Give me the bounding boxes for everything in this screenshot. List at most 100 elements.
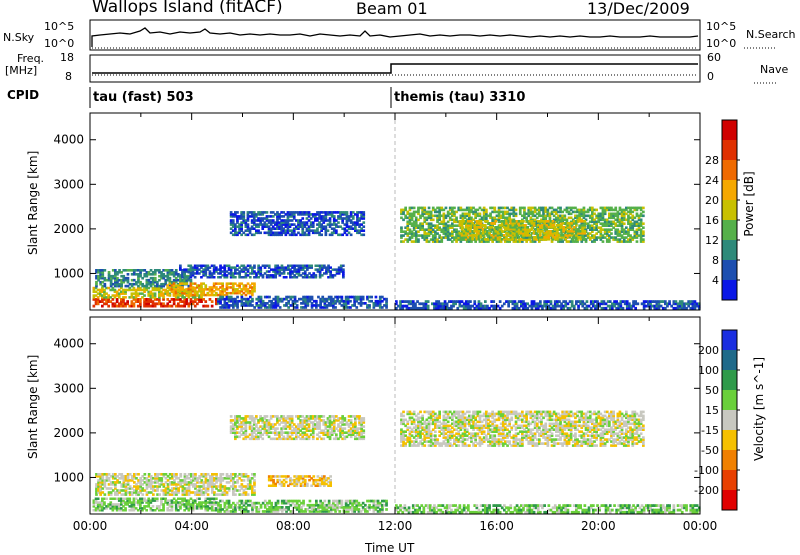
power-cell	[108, 271, 111, 274]
power-cell	[370, 296, 373, 299]
nsky-trace	[92, 28, 698, 47]
colorbar-tick-label: 8	[712, 254, 719, 267]
power-cell	[169, 277, 172, 280]
power-cell	[327, 229, 330, 232]
y-tick-label: 4000	[53, 133, 84, 147]
power-colorbar-segment	[722, 180, 737, 201]
power-cell	[490, 226, 493, 229]
power-cell	[427, 300, 430, 303]
power-cell	[668, 300, 671, 303]
power-cell	[533, 222, 536, 225]
power-cell	[485, 209, 488, 212]
power-cell	[492, 300, 495, 303]
power-cell	[404, 207, 407, 210]
power-cell	[232, 219, 235, 222]
power-cell	[349, 300, 352, 303]
power-cell	[211, 305, 214, 308]
power-colorbar-segment	[722, 260, 737, 281]
colorbar-tick-label: 12	[705, 234, 719, 247]
power-cell	[417, 238, 420, 241]
power-cell	[595, 209, 598, 212]
power-cell	[175, 269, 178, 272]
power-cell	[333, 215, 336, 218]
power-cell	[107, 305, 110, 308]
power-cell	[453, 207, 456, 210]
freq-panel-frame	[90, 55, 700, 82]
power-cell	[515, 213, 518, 216]
power-cell	[253, 265, 256, 268]
power-cell	[614, 207, 617, 210]
power-cell	[342, 265, 345, 268]
power-cell	[346, 211, 349, 214]
velocity-cell	[253, 489, 256, 492]
power-colorbar-segment	[722, 240, 737, 261]
y-tick-label: 2000	[53, 222, 84, 236]
velocity-cell	[243, 479, 246, 482]
power-cell	[642, 211, 645, 214]
velocity-cell	[145, 509, 148, 512]
power-cell	[522, 220, 525, 223]
power-colorbar-segment	[722, 220, 737, 241]
power-cell	[104, 283, 107, 286]
power-cell	[247, 223, 250, 226]
power-cell	[207, 305, 210, 308]
power-cell	[637, 302, 640, 305]
velocity-cell	[128, 498, 131, 501]
velocity-cell	[219, 504, 222, 507]
power-cell	[495, 220, 498, 223]
power-cell	[432, 219, 435, 222]
power-cell	[104, 269, 107, 272]
power-cell	[400, 226, 403, 229]
velocity-cell	[215, 498, 218, 501]
power-cell	[341, 296, 344, 299]
power-cell	[362, 296, 365, 299]
power-cell	[642, 215, 645, 218]
power-cell	[642, 230, 645, 233]
power-cell	[154, 277, 157, 280]
power-cell	[642, 226, 645, 229]
power-cell	[586, 300, 589, 303]
power-cell	[211, 300, 214, 303]
power-cell	[501, 230, 504, 233]
velocity-cell	[124, 507, 127, 510]
power-cell	[168, 294, 171, 297]
power-cell	[642, 238, 645, 241]
power-cell	[334, 306, 337, 309]
velocity-cell	[207, 493, 210, 496]
power-cell	[584, 220, 587, 223]
velocity-cell	[97, 498, 100, 501]
power-cell	[500, 240, 503, 243]
power-cell	[204, 300, 207, 303]
power-cell	[268, 265, 271, 268]
power-cell	[571, 238, 574, 241]
power-cell	[249, 276, 252, 279]
power-cell	[445, 207, 448, 210]
power-cell	[190, 279, 193, 282]
power-cell	[335, 229, 338, 232]
power-cell	[260, 296, 263, 299]
power-cell	[642, 207, 645, 210]
power-cell	[469, 300, 472, 303]
velocity-cell	[158, 493, 161, 496]
power-cell	[375, 296, 378, 299]
power-cell	[455, 217, 458, 220]
power-cell	[310, 265, 313, 268]
velocity-cell	[152, 493, 155, 496]
power-cell	[640, 219, 643, 222]
freq-trace	[92, 64, 698, 73]
power-cell	[179, 265, 182, 268]
power-cell	[428, 207, 431, 210]
velocity-cell	[247, 510, 250, 513]
power-colorbar-segment	[722, 160, 737, 181]
y-tick-label: 3000	[53, 177, 84, 191]
power-cell	[484, 300, 487, 303]
nsky-panel-frame	[90, 20, 700, 50]
power-cell	[584, 230, 587, 233]
power-cell	[259, 232, 262, 235]
velocity-cell	[253, 473, 256, 476]
power-colorbar-segment	[722, 120, 737, 141]
power-cell	[556, 228, 559, 231]
power-cell	[200, 296, 203, 299]
power-cell	[154, 292, 157, 295]
power-cell	[583, 207, 586, 210]
